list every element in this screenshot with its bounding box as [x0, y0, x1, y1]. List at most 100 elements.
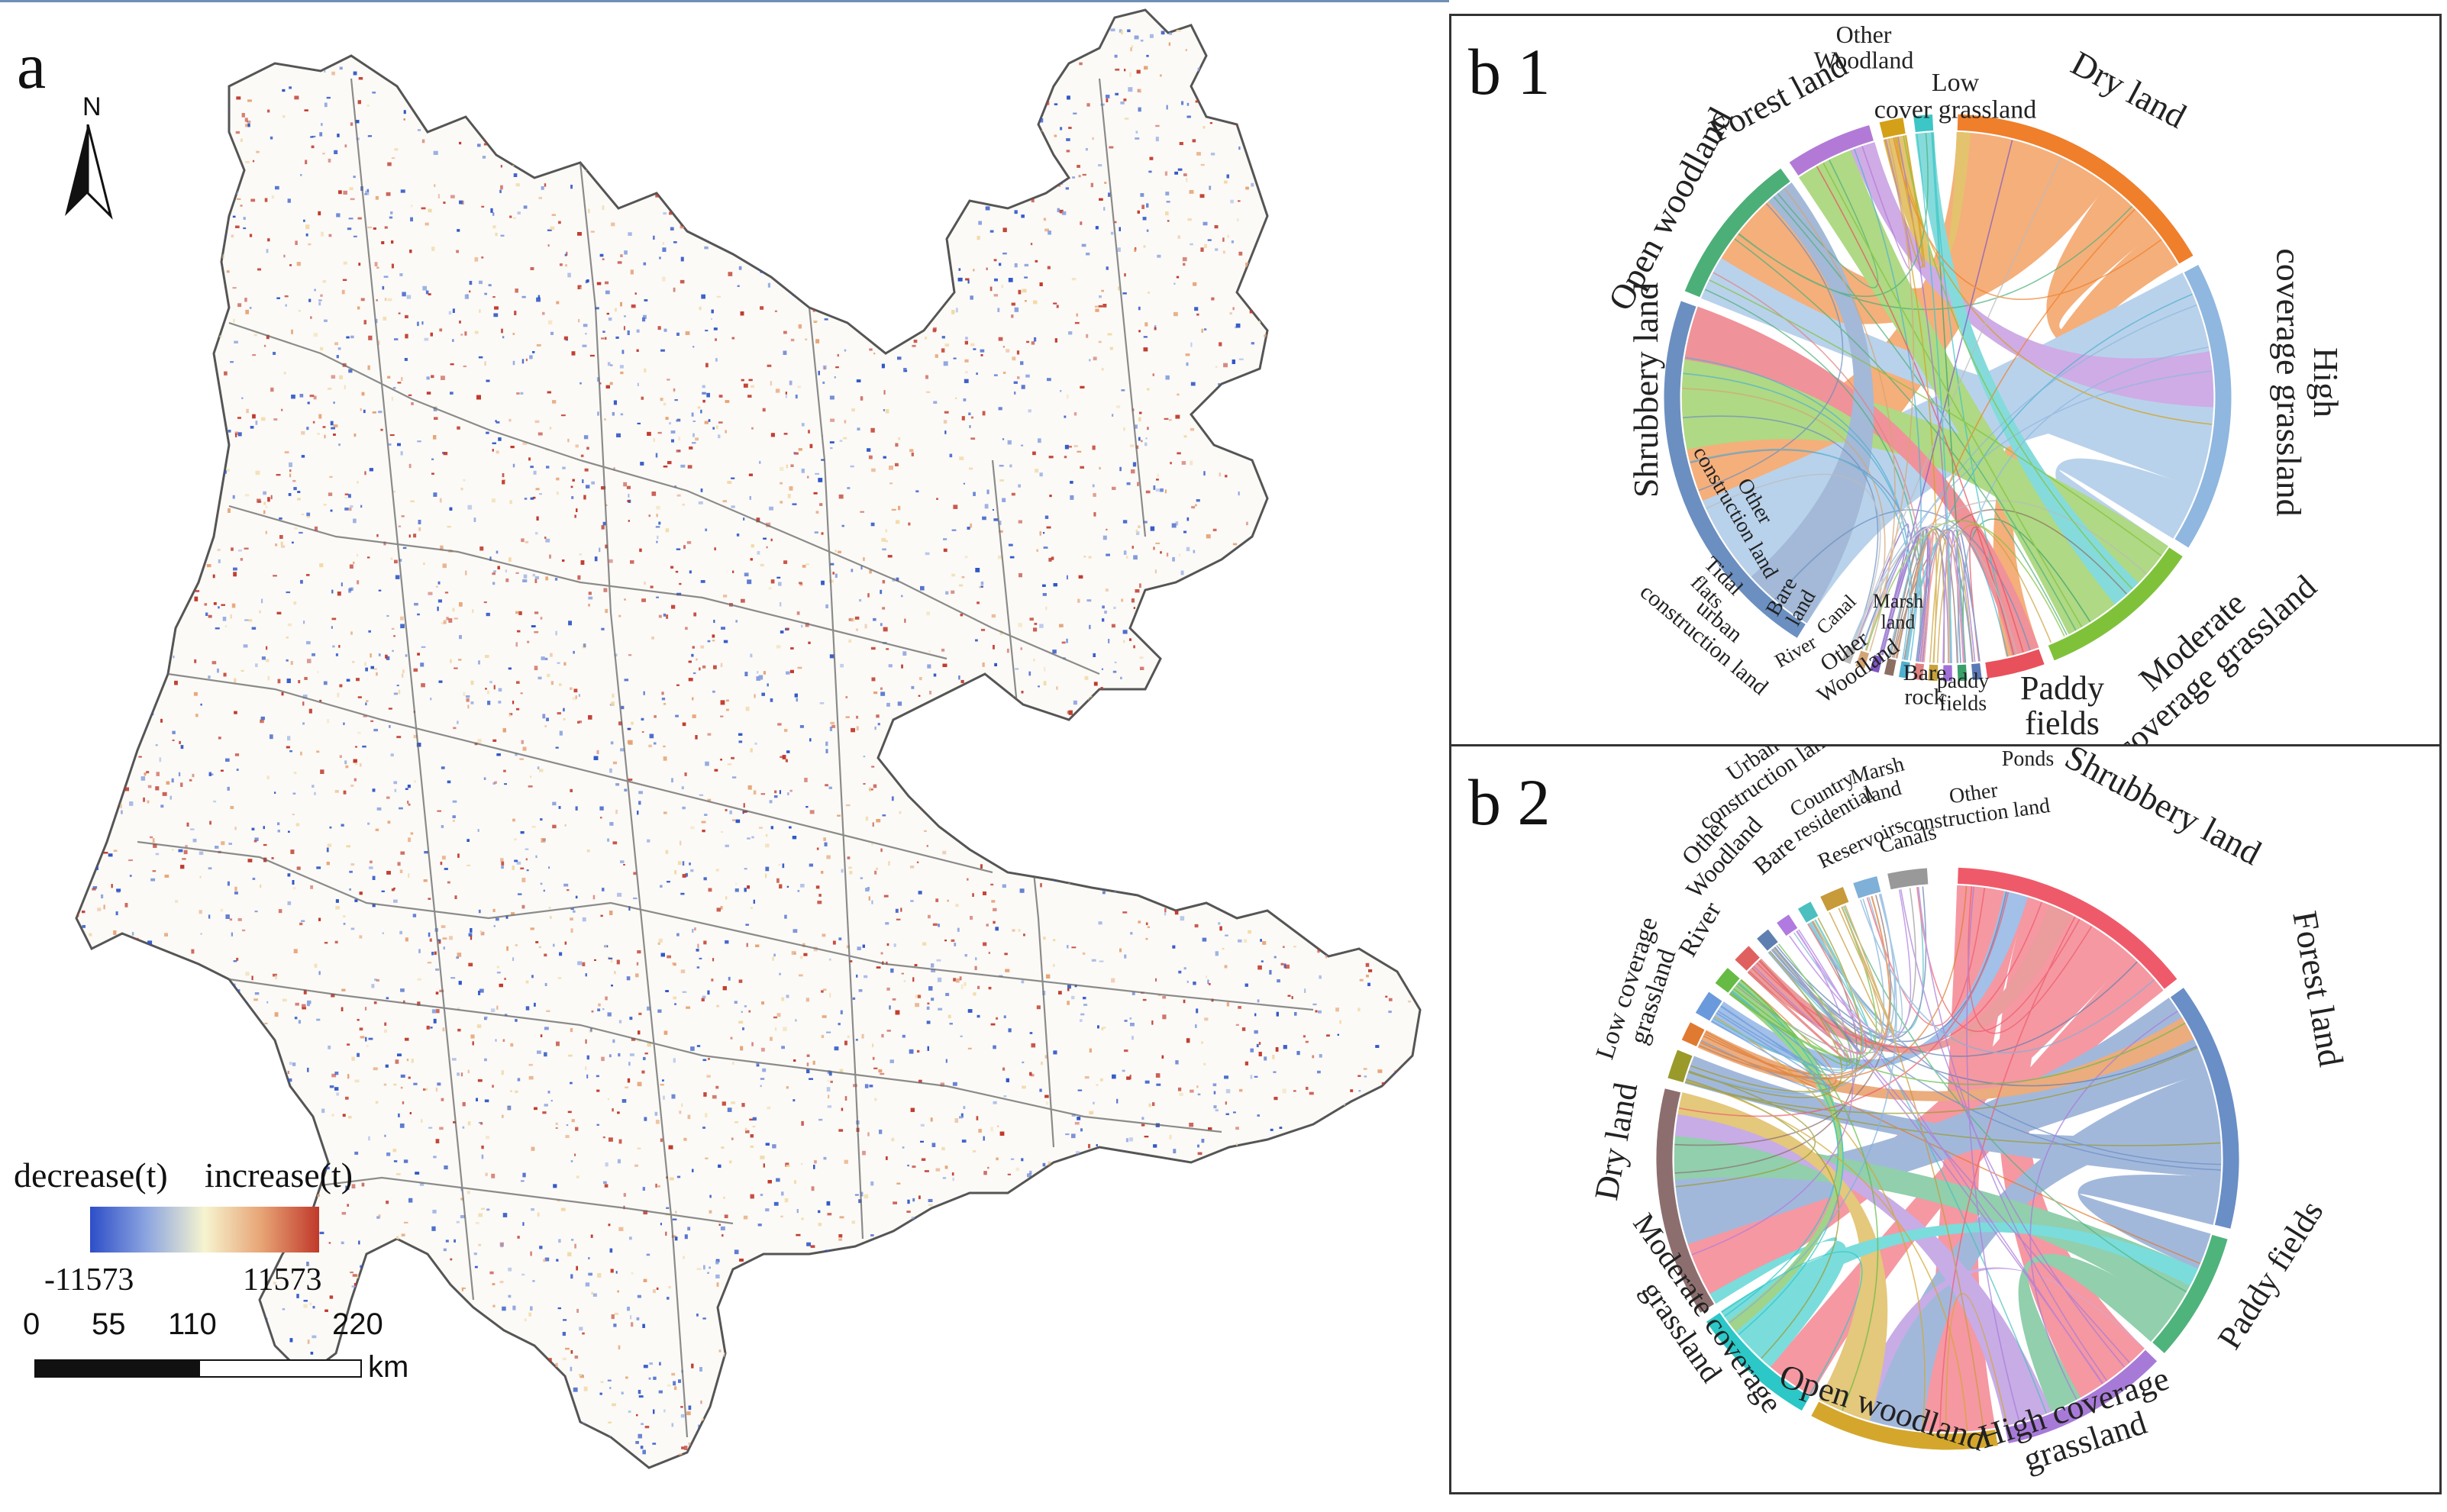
chord-thin-links: [1674, 885, 2221, 1432]
county-boundaries: [137, 78, 1314, 1438]
chord-label-dry-land: Dry land: [2065, 44, 2193, 136]
chord-arc-paddy-fields: [1984, 648, 2045, 679]
chord-link: [1700, 895, 1890, 1079]
chord-ribbons: [1674, 885, 2222, 1433]
chord-link: [1895, 208, 2135, 659]
chord-label-tidal-flats: Tidalflats: [1684, 552, 1748, 616]
chord-link: [1939, 916, 2076, 1432]
chord-arc-forest-land: [2169, 986, 2240, 1230]
chord-link: [1850, 370, 2213, 646]
chord-arc-marsh-land: [1942, 664, 1954, 682]
chord-link: [1740, 979, 1879, 1411]
chord-link: [1822, 163, 2083, 627]
panel-label-b2: b 2: [1468, 766, 1551, 839]
chord-link: [1796, 930, 2103, 1385]
chord-link: [1751, 924, 1867, 1054]
panel-label-b1: b 1: [1468, 35, 1551, 108]
chord-arc-ponds: [1851, 875, 1882, 900]
chord-ribbon: [1798, 150, 2116, 635]
chord-label-river: River: [1674, 897, 1727, 962]
chord-link: [1691, 930, 1854, 1256]
chord-link: [1966, 886, 2020, 1423]
chord-arc-tidal-flats: [1855, 650, 1871, 670]
chord-link: [1855, 523, 2018, 655]
chord-arc-dry-land: [1956, 113, 2194, 265]
map-panel: a N decrease(t: [0, 0, 1449, 1469]
chord-link: [1916, 134, 1952, 663]
scale-bar-black: [34, 1359, 199, 1378]
chord-link: [1945, 1293, 2008, 1432]
legend-increase-label: increase(t): [205, 1156, 353, 1194]
chord-arc-canals: [1797, 901, 1819, 924]
chord-link: [1705, 1031, 2200, 1265]
chord-label-low-coverage-grassland: Low coveragegrassland: [1591, 914, 1690, 1072]
chord-arc-bare-rock: [1956, 663, 1968, 682]
chord-label-other-construction-land: Otherconstruction land: [1899, 772, 2052, 838]
chord-link: [1890, 527, 1924, 660]
chord-arc-shrubbery-land: [1663, 300, 1807, 640]
chord-label-paddy-fields: Paddy fields: [2020, 669, 2104, 742]
chord-link: [1690, 448, 1910, 660]
province-outline: [75, 8, 1422, 1469]
chord-link: [1773, 906, 1883, 1045]
chord-ribbon: [1883, 131, 1971, 268]
chord-arc-marsh-land: [1775, 913, 1799, 937]
chord-link: [1737, 943, 1855, 1063]
chord-arc-low-coverage-grassland: [1667, 1049, 1693, 1084]
chord-arc-paddy-fields: [1970, 662, 1983, 682]
chord-link: [1931, 132, 1941, 266]
chord-arc-low-cover-grassland: [1913, 113, 1935, 134]
chord-link: [1682, 415, 1879, 646]
chord-link: [1893, 137, 2162, 300]
chord-link: [1838, 906, 1895, 1034]
chord-arc-other-woodland: [1927, 663, 1939, 682]
chord-arc-forest-land: [1788, 124, 1875, 177]
chord-label-ponds: Ponds: [2002, 747, 2054, 771]
chord-link: [1866, 888, 1986, 1027]
scale-bar: 0 55 110 220 km: [23, 1307, 450, 1391]
chord-ribbon: [1674, 1135, 2198, 1313]
chord-link: [1865, 520, 2065, 651]
legend: decrease(t) increase(t) -11573 11573: [14, 1155, 411, 1307]
chord-link: [1784, 188, 1896, 652]
chord-ribbon: [1674, 1114, 2052, 1427]
scale-tick-55: 55: [92, 1307, 126, 1341]
legend-max: 11573: [243, 1262, 322, 1298]
chord-link: [1962, 518, 2091, 663]
chord-link: [1698, 885, 1968, 1079]
chord-panel-b2: b 2 Shrubbery land Forest land Paddy field…: [1449, 746, 2442, 1494]
chord-arc-urban-construction-land: [1868, 653, 1884, 674]
chord-arc-open-woodland: [1684, 167, 1791, 298]
chord-arc-urban-construction-land: [1886, 867, 1929, 891]
chord-arc-dry-land: [1655, 1087, 1716, 1314]
chord-thin-links: [1682, 132, 2213, 664]
chord-link: [1675, 1070, 1816, 1188]
chord-arc-moderate-coverage-grassland: [2047, 546, 2184, 662]
scale-tick-0: 0: [23, 1307, 40, 1341]
chord-ribbon: [1915, 132, 2139, 604]
legend-color-ramp: [90, 1207, 319, 1252]
scale-bar-white: [199, 1359, 362, 1378]
chord-link: [1738, 982, 1844, 1336]
chord-link: [1686, 1078, 1840, 1359]
north-label: N: [82, 92, 102, 121]
chord-link: [1706, 473, 1881, 647]
chord-link: [1679, 891, 2010, 1117]
chord-panel-b1: b 1 Dry land Highcoverage grassland Modera…: [1449, 14, 2442, 746]
chord-ribbon: [1684, 1056, 2222, 1178]
chord-link: [1724, 990, 1839, 1317]
chord-link: [1969, 527, 2024, 662]
chord-link: [1917, 886, 2108, 1381]
chord-link: [1773, 196, 2077, 631]
scale-tick-220: 220: [332, 1307, 383, 1341]
chord-link: [1704, 978, 1837, 1086]
chord-link: [1734, 238, 2068, 636]
north-arrow: N: [61, 92, 130, 220]
chord-link: [1688, 951, 1843, 1098]
chord-link: [1853, 148, 1922, 661]
chord-label-low-cover-grassland: Low cover grassland: [1874, 69, 2036, 124]
legend-min: -11573: [44, 1262, 134, 1298]
chord-link: [1903, 293, 2193, 660]
